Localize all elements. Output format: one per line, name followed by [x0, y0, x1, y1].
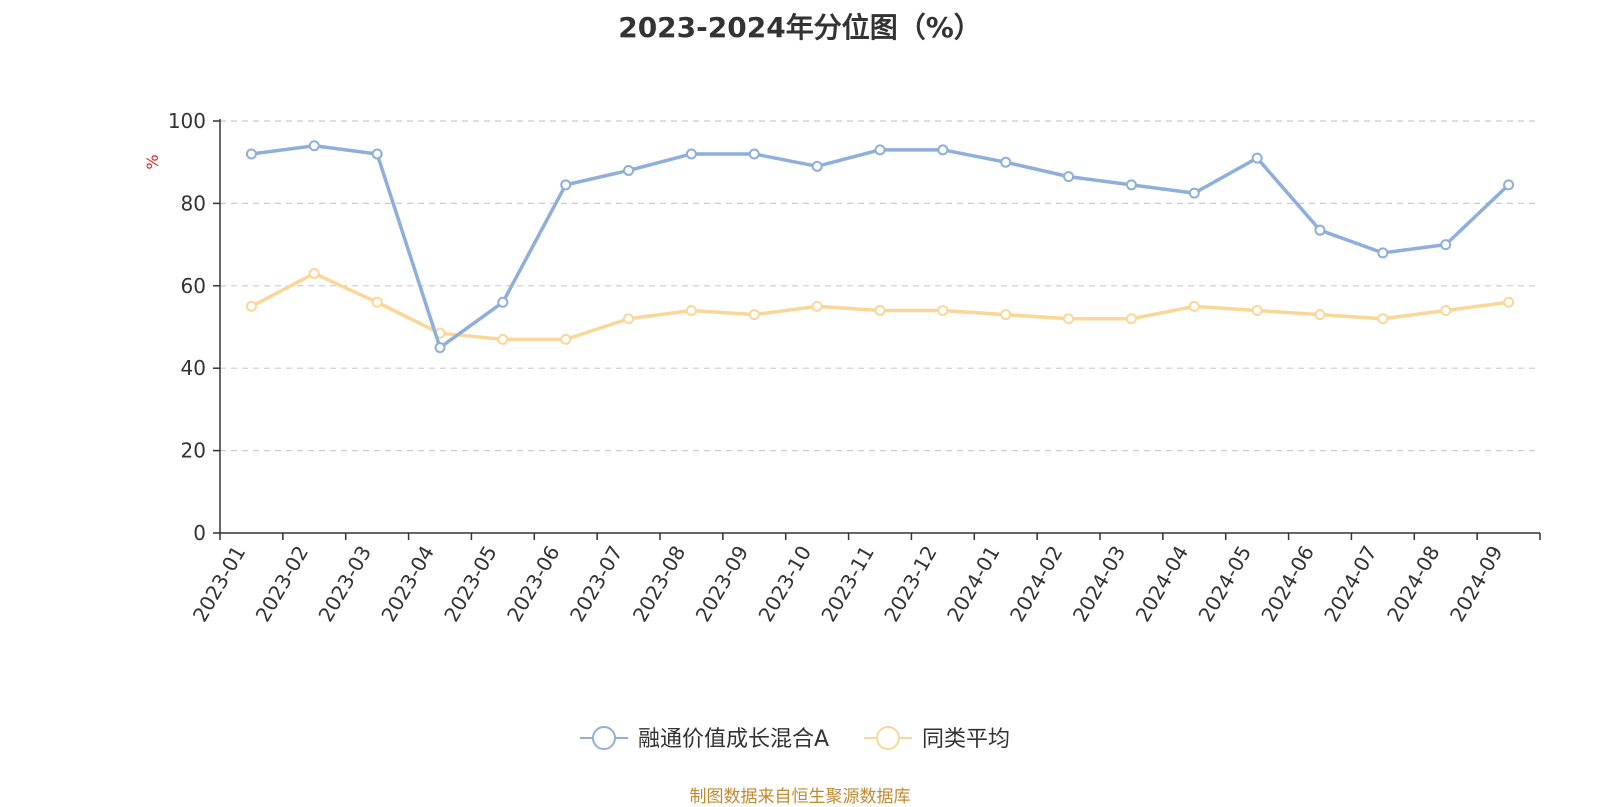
data-point — [1440, 239, 1452, 251]
x-tick-label: 2023-05 — [439, 542, 502, 626]
x-tick-label: 2023-03 — [313, 542, 376, 626]
data-point — [560, 333, 572, 345]
x-tick-label: 2023-09 — [691, 542, 754, 626]
x-tick-label: 2024-01 — [942, 541, 1005, 625]
data-point — [1251, 305, 1263, 317]
y-tick-label: 100 — [168, 109, 206, 133]
data-point — [623, 164, 635, 176]
data-point — [1125, 313, 1137, 325]
legend: 融通价值成长混合A 同类平均 — [580, 726, 1010, 752]
axes — [219, 119, 1540, 534]
y-tick-label: 0 — [193, 521, 206, 545]
data-point — [245, 300, 257, 312]
data-point — [1314, 309, 1326, 321]
legend-label: 同类平均 — [922, 727, 1010, 752]
x-tick-label: 2024-09 — [1445, 542, 1508, 626]
data-point — [1188, 187, 1200, 199]
data-point — [748, 148, 760, 160]
x-tick-label: 2023-10 — [753, 542, 816, 626]
source-footer: 制图数据来自恒生聚源数据库 — [689, 787, 911, 807]
x-tick-label: 2023-08 — [628, 542, 691, 626]
legend-label: 融通价值成长混合A — [638, 727, 829, 752]
x-tick-label: 2024-06 — [1256, 542, 1319, 626]
data-point — [1000, 156, 1012, 168]
x-tick-label: 2024-05 — [1193, 542, 1256, 626]
x-tick-label: 2024-04 — [1131, 542, 1194, 626]
data-point — [1314, 224, 1326, 236]
data-point — [748, 309, 760, 321]
data-point — [937, 144, 949, 156]
y-axis-label: % — [143, 154, 162, 169]
series-lines — [245, 140, 1515, 354]
y-tick-label: 80 — [181, 191, 206, 215]
data-point — [1188, 300, 1200, 312]
data-point — [497, 296, 509, 308]
x-tick-label: 2024-02 — [1005, 542, 1068, 626]
chart-title: 2023-2024年分位图（%） — [618, 11, 982, 44]
data-point — [1503, 296, 1515, 308]
data-point — [1251, 152, 1263, 164]
x-axis-ticks: 2023-01 2023-02 2023-03 2023-04 2023-05 2023-… — [188, 533, 1541, 626]
data-point — [1503, 179, 1515, 191]
x-tick-label: 2023-02 — [251, 542, 314, 626]
y-tick-label: 60 — [181, 274, 206, 298]
data-point — [685, 148, 697, 160]
x-tick-label: 2024-08 — [1382, 542, 1445, 626]
y-tick-label: 20 — [181, 439, 206, 463]
data-point — [874, 144, 886, 156]
data-point — [1063, 313, 1075, 325]
data-point — [1125, 179, 1137, 191]
x-tick-label: 2023-11 — [816, 542, 879, 626]
x-tick-label: 2024-07 — [1319, 542, 1382, 626]
data-point — [308, 267, 320, 279]
y-axis-ticks: 0 20 40 60 80 100 — [168, 109, 220, 545]
data-point — [874, 305, 886, 317]
grid-lines — [220, 120, 1540, 452]
data-point — [811, 160, 823, 172]
data-point — [371, 296, 383, 308]
data-point — [623, 313, 635, 325]
data-point — [1440, 305, 1452, 317]
data-point — [245, 148, 257, 160]
x-tick-label: 2023-12 — [879, 542, 942, 626]
x-tick-label: 2023-06 — [502, 542, 565, 626]
x-tick-label: 2023-01 — [188, 542, 251, 626]
data-point — [1063, 171, 1075, 183]
x-tick-label: 2023-07 — [565, 542, 628, 626]
data-point — [371, 148, 383, 160]
data-point — [1000, 309, 1012, 321]
legend-marker — [592, 726, 616, 750]
x-tick-label: 2024-03 — [1068, 542, 1131, 626]
data-point — [1377, 247, 1389, 259]
y-tick-label: 40 — [181, 356, 206, 380]
x-tick-label: 2023-04 — [376, 542, 439, 626]
data-point — [811, 300, 823, 312]
data-point — [308, 140, 320, 152]
data-point — [560, 179, 572, 191]
data-point — [497, 333, 509, 345]
data-point — [434, 342, 446, 354]
data-point — [1377, 313, 1389, 325]
legend-marker — [876, 726, 900, 750]
data-point — [685, 305, 697, 317]
data-point — [937, 305, 949, 317]
